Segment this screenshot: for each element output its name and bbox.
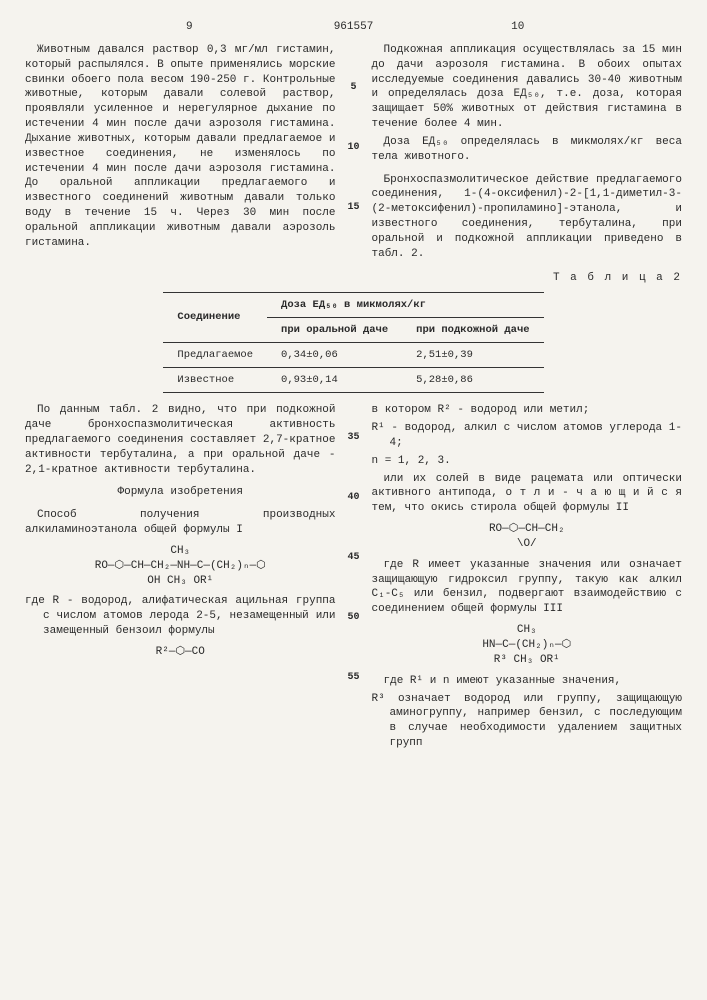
cell-sub: 2,51±0,39 [402, 342, 543, 367]
right-paragraph-1: Подкожная аппликация осуществлялась за 1… [372, 43, 683, 132]
page-num-right: 10 [354, 20, 683, 35]
line-marker: 50 [347, 611, 359, 625]
chem-formula-3: RO—⬡—CH—CH₂ \O/ [372, 522, 683, 552]
right-paragraph-2: Доза ЕД₅₀ определялась в микмолях/кг вес… [372, 135, 683, 165]
left-paragraph-1: Животным давался раствор 0,3 мг/мл гиста… [25, 43, 336, 251]
left-bottom-p2: Способ получения производных алкиламиноэ… [25, 508, 336, 538]
cell-oral: 0,93±0,14 [267, 368, 402, 393]
table2: Соединение Доза ЕД₅₀ в микмолях/кг при о… [163, 292, 543, 394]
line-marker: 40 [347, 491, 359, 505]
top-columns: Животным давался раствор 0,3 мг/мл гиста… [25, 43, 682, 265]
cell-name: Известное [163, 368, 267, 393]
r1-def: R¹ - водород, алкил с числом атомов угле… [390, 421, 683, 451]
right-column-top: Подкожная аппликация осуществлялась за 1… [372, 43, 683, 265]
page-num-left: 9 [25, 20, 354, 35]
right-bottom-p4: R³ означает водород или группу, защищающ… [390, 692, 683, 751]
table-header-row: Соединение Доза ЕД₅₀ в микмолях/кг [163, 292, 543, 317]
table-row: Известное 0,93±0,14 5,28±0,86 [163, 368, 543, 393]
right-bottom-p3: где R¹ и n имеют указанные значения, [372, 674, 683, 689]
left-bottom-p1: По данным табл. 2 видно, что при подкожн… [25, 403, 336, 477]
left-column-bottom: По данным табл. 2 видно, что при подкожн… [25, 403, 336, 754]
table2-title: Т а б л и ц а 2 [25, 271, 682, 286]
formula-invention-title: Формула изобретения [25, 485, 336, 500]
line-marker: 10 [347, 141, 359, 155]
where-r: где R - водород, алифатическая ацильная … [43, 594, 336, 639]
sub-oral: при оральной даче [267, 317, 402, 342]
sub-subcut: при подкожной даче [402, 317, 543, 342]
table-row: Предлагаемое 0,34±0,06 2,51±0,39 [163, 342, 543, 367]
right-bottom-p2: где R имеет указанные значения или означ… [372, 558, 683, 617]
patent-number: 961557 [334, 20, 374, 35]
n-def: n = 1, 2, 3. [390, 454, 683, 469]
page-header: 9 961557 10 [25, 20, 682, 35]
bottom-columns: По данным табл. 2 видно, что при подкожн… [25, 403, 682, 754]
right-bottom-p1: или их солей в виде рацемата или оптичес… [372, 472, 683, 517]
line-marker: 45 [347, 551, 359, 565]
col-soединение: Соединение [163, 292, 267, 342]
cell-sub: 5,28±0,86 [402, 368, 543, 393]
line-marker: 5 [350, 81, 356, 95]
chem-formula-2: R²—⬡—CO [25, 645, 336, 660]
line-marker: 15 [347, 201, 359, 215]
r2-def: в котором R² - водород или метил; [372, 403, 683, 418]
left-column-top: Животным давался раствор 0,3 мг/мл гиста… [25, 43, 336, 265]
col-dose: Доза ЕД₅₀ в микмолях/кг [267, 292, 544, 317]
cell-oral: 0,34±0,06 [267, 342, 402, 367]
chem-formula-1: CH₃ RO—⬡—CH—CH₂—NH—C—(CH₂)ₙ—⬡ OH CH₃ OR¹ [25, 544, 336, 589]
cell-name: Предлагаемое [163, 342, 267, 367]
line-marker: 35 [347, 431, 359, 445]
right-paragraph-3: Бронхоспазмолитическое действие предлага… [372, 173, 683, 262]
line-marker: 55 [347, 671, 359, 685]
right-column-bottom: в котором R² - водород или метил; R¹ - в… [372, 403, 683, 754]
chem-formula-4: CH₃ HN—C—(CH₂)ₙ—⬡ R³ CH₃ OR¹ [372, 623, 683, 668]
